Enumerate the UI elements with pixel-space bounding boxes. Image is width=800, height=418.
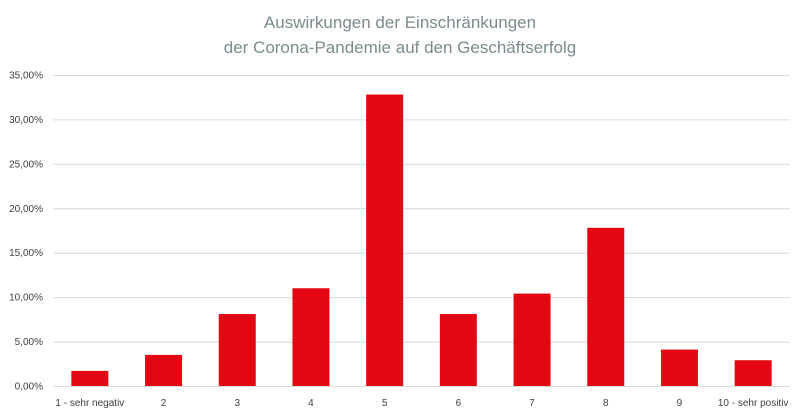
x-tick-label: 9 bbox=[677, 398, 683, 409]
y-tick-label: 0,00% bbox=[15, 382, 43, 393]
y-tick-label: 20,00% bbox=[9, 204, 43, 215]
bar bbox=[366, 94, 404, 387]
y-axis-ticks: 0,00% 5,00% 10,00% 15,00% 20,00% 25,00% 30,00%… bbox=[9, 71, 43, 393]
x-tick-label: 6 bbox=[456, 398, 462, 409]
chart-title: Auswirkungen der Einschränkungen bbox=[263, 13, 537, 32]
bar bbox=[587, 227, 625, 386]
bar bbox=[145, 354, 183, 386]
gridlines bbox=[53, 75, 790, 387]
x-tick-label: 7 bbox=[529, 398, 535, 409]
x-tick-label: 5 bbox=[382, 398, 388, 409]
bar bbox=[71, 370, 109, 386]
bar bbox=[660, 349, 698, 386]
bar bbox=[218, 314, 256, 386]
x-tick-label: 1 - sehr negativ bbox=[55, 398, 124, 409]
bar bbox=[734, 360, 772, 386]
x-tick-label: 10 - sehr positiv bbox=[718, 398, 789, 409]
y-tick-label: 35,00% bbox=[9, 71, 43, 82]
bar bbox=[292, 288, 330, 386]
bar bbox=[513, 293, 551, 386]
y-tick-label: 25,00% bbox=[9, 159, 43, 170]
bars bbox=[71, 94, 772, 387]
x-tick-label: 4 bbox=[308, 398, 314, 409]
y-tick-label: 5,00% bbox=[15, 337, 43, 348]
x-tick-label: 8 bbox=[603, 398, 609, 409]
x-tick-label: 2 bbox=[161, 398, 167, 409]
x-tick-label: 3 bbox=[234, 398, 240, 409]
y-tick-label: 10,00% bbox=[9, 293, 43, 304]
y-tick-label: 15,00% bbox=[9, 248, 43, 259]
chart-subtitle: der Corona-Pandemie auf den Geschäftserf… bbox=[223, 38, 577, 57]
x-axis-ticks: 1 - sehr negativ 2 3 4 5 6 7 8 9 10 - sehr positi… bbox=[55, 398, 788, 409]
bar bbox=[439, 314, 477, 386]
y-tick-label: 30,00% bbox=[9, 115, 43, 126]
